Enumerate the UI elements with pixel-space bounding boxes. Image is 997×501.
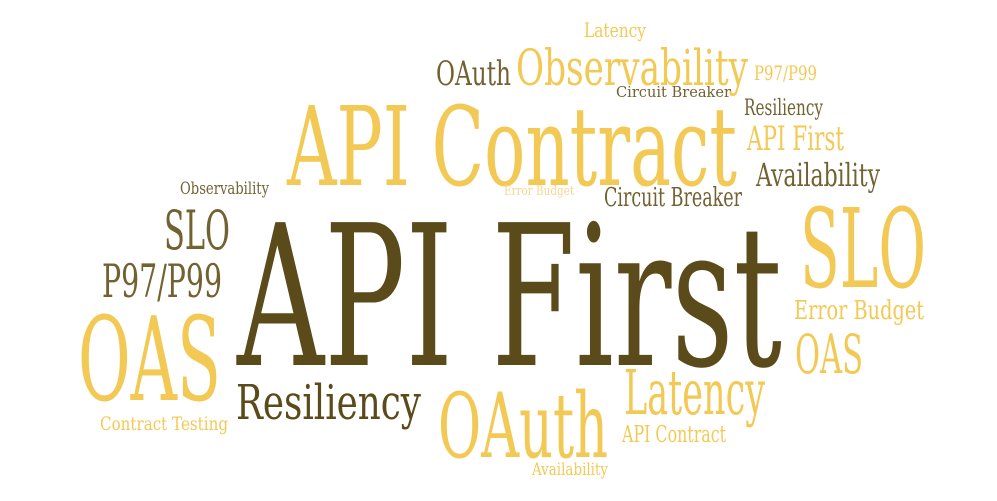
word-observability-left: Observability <box>180 179 269 199</box>
word-resiliency-small: Resiliency <box>744 96 823 121</box>
word-circuit-breaker-mid: Circuit Breaker <box>604 183 742 213</box>
word-circuit-breaker-small: Circuit Breaker <box>616 83 732 101</box>
word-observability-top: Observability <box>516 39 749 97</box>
word-latency-top: Latency <box>584 18 647 42</box>
word-api-contract-large: API Contract <box>286 83 737 211</box>
word-contract-testing: Contract Testing <box>100 413 228 435</box>
word-oas-left: OAS <box>78 293 221 428</box>
word-latency-large: Latency <box>624 356 765 429</box>
word-api-first: API First <box>236 184 782 412</box>
word-slo-right: SLO <box>800 185 926 313</box>
word-api-first-small: API First <box>746 119 844 159</box>
word-availability-mid: Availability <box>755 156 880 194</box>
word-error-budget-small: Error Budget <box>504 184 575 199</box>
word-error-budget-right: Error Budget <box>794 296 924 326</box>
word-oas-right: OAS <box>795 323 863 386</box>
word-api-contract-small: API Contract <box>621 422 726 448</box>
word-p97-p99-top: P97/P99 <box>754 61 817 85</box>
word-slo-left: SLO <box>164 199 230 262</box>
word-resiliency-large: Resiliency <box>236 375 421 431</box>
word-oauth-top: OAuth <box>436 54 511 94</box>
word-availability-bottom: Availability <box>531 460 608 480</box>
word-p97-p99-left: P97/P99 <box>102 254 222 308</box>
word-oauth-large: OAuth <box>438 374 608 479</box>
